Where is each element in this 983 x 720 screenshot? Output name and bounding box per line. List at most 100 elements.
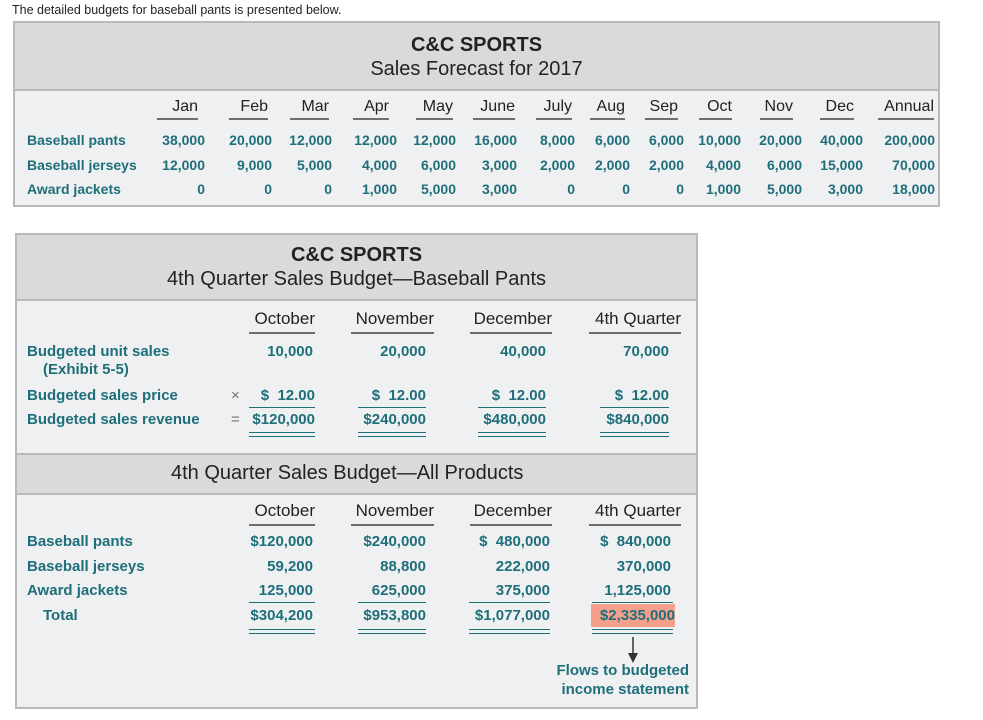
double-underline (358, 629, 426, 634)
forecast-cell: 6,000 (594, 132, 630, 148)
forecast-cell: 0 (622, 181, 630, 197)
total-cell: $304,200 (250, 607, 313, 624)
flows-note-line2: income statement (561, 681, 689, 698)
sales-price-value: $ 12.00 (491, 387, 546, 404)
all-col-header: October (249, 501, 315, 526)
forecast-cell: 0 (567, 181, 575, 197)
double-underline (469, 629, 550, 634)
underline (358, 602, 426, 603)
pants-budget-company: C&C SPORTS (290, 244, 423, 266)
unit-sales-value: 10,000 (267, 343, 313, 360)
all-cell: $120,000 (250, 533, 313, 550)
underline (478, 407, 546, 408)
forecast-cell: 18,000 (892, 181, 935, 197)
forecast-row-label: Baseball jerseys (27, 157, 137, 173)
total-cell: $1,077,000 (474, 607, 550, 624)
forecast-cell: 6,000 (648, 132, 684, 148)
forecast-cell: 12,000 (289, 132, 332, 148)
underline (358, 407, 426, 408)
pants-col-header: October (249, 309, 315, 334)
equals-operator: = (231, 411, 240, 428)
month-header: Aug (590, 98, 625, 120)
double-underline (249, 629, 315, 634)
underline (249, 602, 315, 603)
sales-price-value: $ 12.00 (260, 387, 315, 404)
forecast-cell: 3,000 (481, 157, 517, 173)
quarter-budget-panel: C&C SPORTS 4th Quarter Sales Budget—Base… (15, 233, 698, 709)
sales-revenue-value: $480,000 (483, 411, 546, 428)
total-cell: $953,800 (363, 607, 426, 624)
forecast-cell: 4,000 (705, 157, 741, 173)
forecast-cell: 38,000 (162, 132, 205, 148)
forecast-cell: 5,000 (420, 181, 456, 197)
forecast-header: C&C SPORTS Sales Forecast for 2017 (15, 23, 938, 91)
pants-col-header: December (470, 309, 552, 334)
all-col-header: November (351, 501, 434, 526)
unit-sales-value: 40,000 (500, 343, 546, 360)
pants-budget-header: C&C SPORTS 4th Quarter Sales Budget—Base… (17, 235, 696, 301)
forecast-cell: 3,000 (481, 181, 517, 197)
underline (600, 407, 669, 408)
underline (592, 602, 673, 603)
all-cell: $ 480,000 (479, 533, 550, 550)
all-cell: 59,200 (267, 558, 313, 575)
month-header: Jan (157, 98, 198, 120)
month-header: June (473, 98, 515, 120)
sales-price-value: $ 12.00 (614, 387, 669, 404)
pants-budget-title: 4th Quarter Sales Budget—Baseball Pants (166, 268, 547, 290)
forecast-cell: 12,000 (162, 157, 205, 173)
all-cell: 222,000 (495, 558, 550, 575)
forecast-cell: 15,000 (820, 157, 863, 173)
unit-sales-value: 70,000 (623, 343, 669, 360)
forecast-cell: 0 (324, 181, 332, 197)
forecast-cell: 12,000 (354, 132, 397, 148)
all-products-title: 4th Quarter Sales Budget—All Products (171, 462, 524, 484)
sales-price-label: Budgeted sales price (27, 387, 178, 404)
month-header: Feb (229, 98, 268, 120)
sales-price-value: $ 12.00 (371, 387, 426, 404)
month-header: May (416, 98, 453, 120)
double-underline (592, 629, 673, 634)
forecast-cell: 8,000 (539, 132, 575, 148)
forecast-cell: 10,000 (698, 132, 741, 148)
sales-revenue-value: $120,000 (252, 411, 315, 428)
all-cell: 375,000 (495, 582, 550, 599)
down-arrow-icon (628, 637, 638, 663)
forecast-company: C&C SPORTS (410, 34, 543, 56)
all-cell: $ 840,000 (600, 533, 671, 550)
forecast-cell: 4,000 (361, 157, 397, 173)
unit-sales-label: Budgeted unit sales (27, 343, 170, 360)
sales-revenue-label: Budgeted sales revenue (27, 411, 200, 428)
pants-col-header: November (351, 309, 434, 334)
forecast-row-label: Baseball pants (27, 132, 126, 148)
unit-sales-sublabel: (Exhibit 5-5) (43, 361, 129, 378)
flows-note-line1: Flows to budgeted (556, 662, 690, 679)
all-cell: 88,800 (380, 558, 426, 575)
multiply-operator: × (231, 387, 240, 404)
forecast-cell: 1,000 (361, 181, 397, 197)
forecast-title: Sales Forecast for 2017 (370, 58, 583, 80)
forecast-cell: 2,000 (539, 157, 575, 173)
sales-forecast-table: C&C SPORTS Sales Forecast for 2017 Jan F… (13, 21, 940, 207)
all-row-label: Award jackets (27, 582, 128, 599)
forecast-cell: 0 (197, 181, 205, 197)
month-header: Mar (290, 98, 329, 120)
all-row-label: Baseball pants (27, 533, 133, 550)
forecast-cell: 9,000 (236, 157, 272, 173)
all-cell: 125,000 (258, 582, 313, 599)
forecast-cell: 20,000 (759, 132, 802, 148)
intro-text: The detailed budgets for baseball pants … (12, 3, 342, 17)
all-products-header: 4th Quarter Sales Budget—All Products (17, 453, 696, 495)
forecast-cell: 2,000 (648, 157, 684, 173)
underline (249, 407, 315, 408)
forecast-cell: 12,000 (413, 132, 456, 148)
all-row-label: Baseball jerseys (27, 558, 145, 575)
forecast-cell: 3,000 (827, 181, 863, 197)
month-header: Dec (820, 98, 854, 120)
forecast-cell: 6,000 (766, 157, 802, 173)
month-header: Apr (353, 98, 389, 120)
all-cell: $240,000 (363, 533, 426, 550)
forecast-cell: 16,000 (474, 132, 517, 148)
month-header: July (536, 98, 572, 120)
forecast-cell: 0 (676, 181, 684, 197)
